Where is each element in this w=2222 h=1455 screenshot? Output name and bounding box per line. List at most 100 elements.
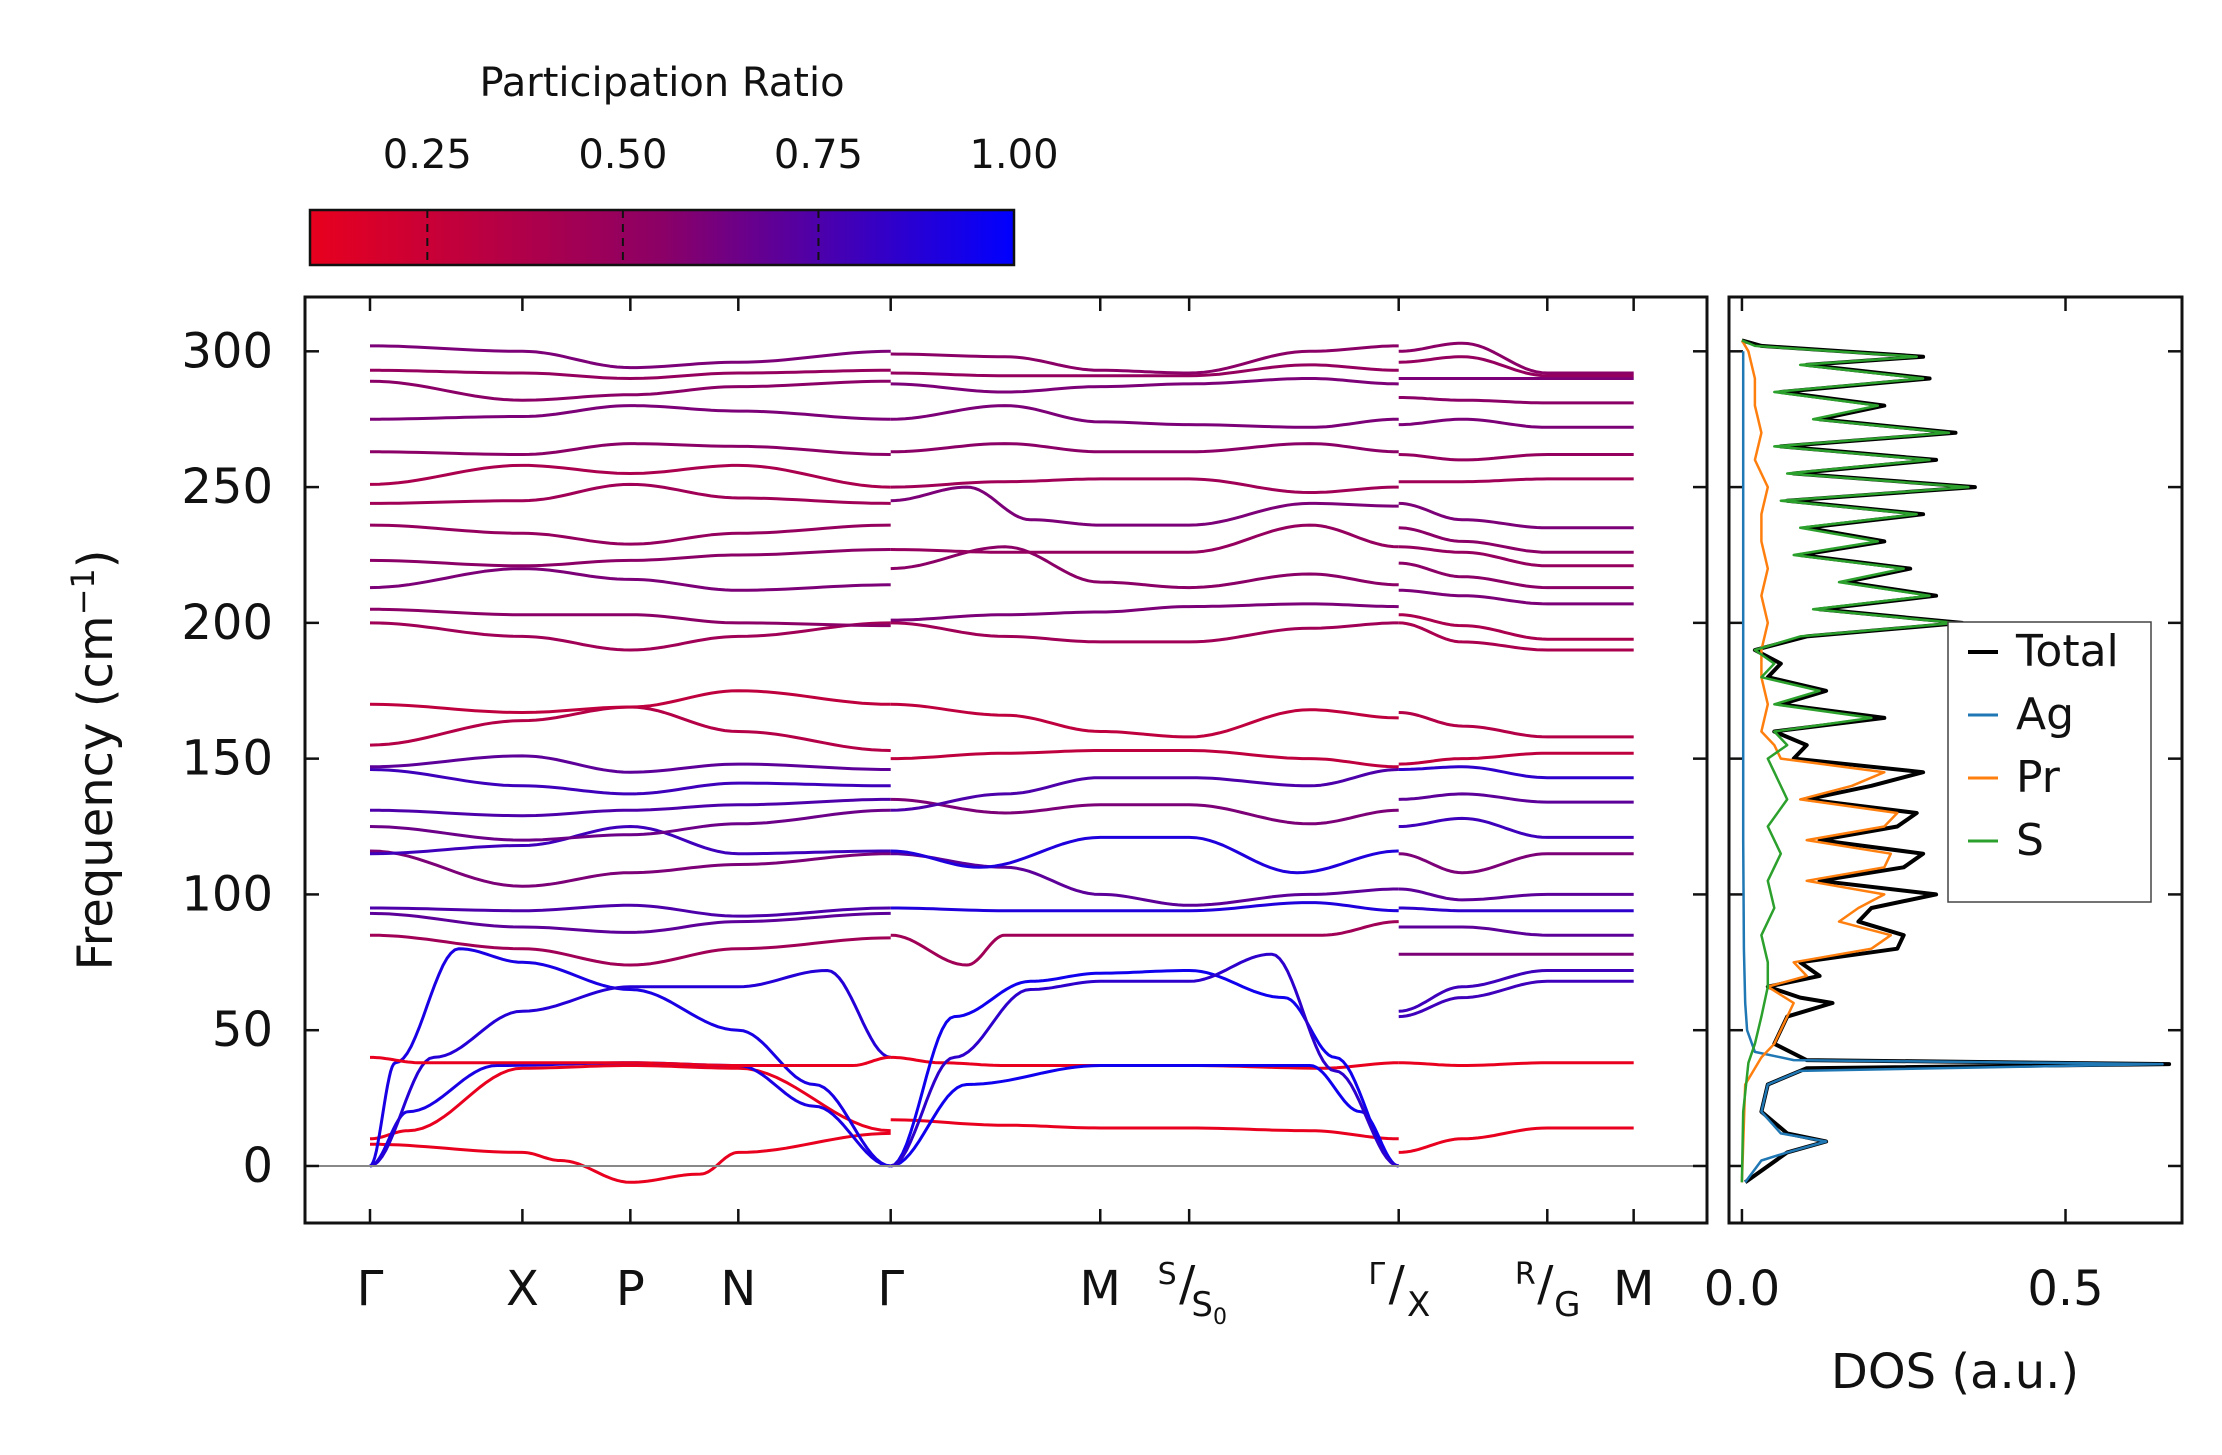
phonon-band xyxy=(369,969,892,1168)
y-tick-label: 200 xyxy=(181,595,273,651)
colorbar: Participation Ratio 0.25 0.50 0.75 1.00 xyxy=(308,60,1059,267)
k-label-numerator: S xyxy=(1158,1257,1177,1292)
k-point-label: X xyxy=(506,1261,539,1317)
dos-curve-pr xyxy=(1740,339,1899,1183)
phonon-band xyxy=(369,379,891,402)
dos-axes-frame xyxy=(1727,295,2184,1225)
phonon-band xyxy=(369,689,891,714)
k-label-denominator: X xyxy=(1407,1285,1430,1325)
phonon-band xyxy=(1398,453,1634,462)
y-axis-title: Frequency (cm−1) xyxy=(64,549,124,970)
phonon-band xyxy=(890,768,1399,812)
y-tick-label: 150 xyxy=(181,731,273,787)
phonon-band xyxy=(890,344,1399,375)
k-label-slash: / xyxy=(1389,1256,1406,1312)
phonon-band xyxy=(890,901,1399,913)
phonon-band xyxy=(1398,477,1634,484)
phonon-band xyxy=(1398,341,1634,375)
phonon-band xyxy=(369,567,891,592)
colorbar-title: Participation Ratio xyxy=(479,60,844,106)
phonon-band xyxy=(1398,588,1634,606)
phonon-band xyxy=(890,621,1399,644)
dos-x-tick-label: 0.5 xyxy=(2027,1261,2103,1317)
phonon-band xyxy=(369,797,891,818)
phonon-bands xyxy=(369,341,1634,1184)
phonon-band xyxy=(890,545,1399,590)
phonon-band xyxy=(1398,417,1634,429)
phonon-band xyxy=(370,344,891,370)
colorbar-ticks xyxy=(426,210,820,265)
phonon-band xyxy=(890,377,1399,394)
dos-curve-s xyxy=(1740,339,1970,1183)
phonon-band xyxy=(890,1118,1399,1141)
dos-panel: 0.0 0.5 DOS (a.u.) Total Ag Pr S xyxy=(1704,295,2184,1400)
y-tick-label: 300 xyxy=(181,323,273,379)
phonon-band xyxy=(1398,1126,1634,1154)
phonon-band xyxy=(1398,906,1634,913)
phonon-band xyxy=(890,363,1399,378)
phonon-band xyxy=(369,933,891,967)
phonon-band xyxy=(890,749,1399,769)
phonon-band xyxy=(370,442,891,456)
phonon-band xyxy=(369,1064,891,1141)
phonon-band xyxy=(1398,613,1634,641)
phonon-band xyxy=(370,607,891,628)
phonon-band xyxy=(370,404,891,421)
dos-x-tick-label: 0.0 xyxy=(1704,1261,1780,1317)
phonon-band xyxy=(369,705,891,752)
phonon-band xyxy=(369,548,891,568)
k-point-label: P xyxy=(616,1261,645,1317)
phonon-band xyxy=(890,852,1399,907)
phonon-band xyxy=(1398,526,1634,554)
phonon-band xyxy=(1398,545,1634,568)
phonon-band xyxy=(369,808,891,842)
phonon-band xyxy=(369,825,891,856)
colorbar-tick-label: 0.75 xyxy=(774,132,863,178)
legend-label: Ag xyxy=(2016,689,2074,740)
phonon-band xyxy=(1398,501,1634,530)
phonon-band xyxy=(1398,979,1634,1019)
phonon-band xyxy=(890,485,1399,527)
phonon-band xyxy=(890,797,1399,826)
legend-label: Total xyxy=(2015,626,2119,677)
phonon-band xyxy=(1398,925,1634,937)
phonon-band xyxy=(370,368,891,380)
colorbar-tick-label: 0.25 xyxy=(383,132,472,178)
legend-label: Pr xyxy=(2016,752,2061,803)
k-label-slash: / xyxy=(1179,1256,1196,1312)
k-point-label: N xyxy=(720,1261,756,1317)
phonon-band xyxy=(369,849,891,888)
legend-box xyxy=(1947,621,2152,903)
phonon-band xyxy=(1398,852,1634,875)
phonon-band xyxy=(1398,816,1634,839)
band-axes-frame xyxy=(303,295,1709,1225)
dos-curves xyxy=(1740,338,2172,1184)
phonon-band xyxy=(369,463,891,489)
phonon-band xyxy=(1398,396,1634,405)
phonon-band xyxy=(890,1064,1400,1168)
k-point-label: M xyxy=(1080,1261,1121,1317)
colorbar-gradient xyxy=(308,208,1016,267)
phonon-band xyxy=(1398,1061,1634,1067)
phonon-band xyxy=(370,1055,891,1067)
dos-curve-ag xyxy=(1741,351,2164,1184)
phonon-band xyxy=(890,404,1399,429)
k-point-label: Γ xyxy=(357,1261,384,1317)
phonon-band xyxy=(1398,355,1634,378)
phonon-band xyxy=(369,523,891,546)
k-label-numerator: R xyxy=(1515,1257,1536,1292)
phonon-band xyxy=(370,482,891,505)
phonon-band xyxy=(1398,561,1634,590)
legend-entries: Total Ag Pr S xyxy=(1968,626,2119,866)
dos-x-axis-title: DOS (a.u.) xyxy=(1831,1344,2079,1400)
phonon-band xyxy=(369,768,891,796)
phonon-band xyxy=(890,702,1399,739)
legend-label: S xyxy=(2016,815,2044,866)
phonon-band xyxy=(890,835,1399,875)
phonon-band xyxy=(369,621,891,652)
phonon-band xyxy=(890,602,1399,622)
legend: Total Ag Pr S xyxy=(1947,621,2152,903)
phonon-band xyxy=(369,947,891,1168)
phonon-band xyxy=(1398,621,1634,652)
phonon-band xyxy=(1398,887,1634,902)
